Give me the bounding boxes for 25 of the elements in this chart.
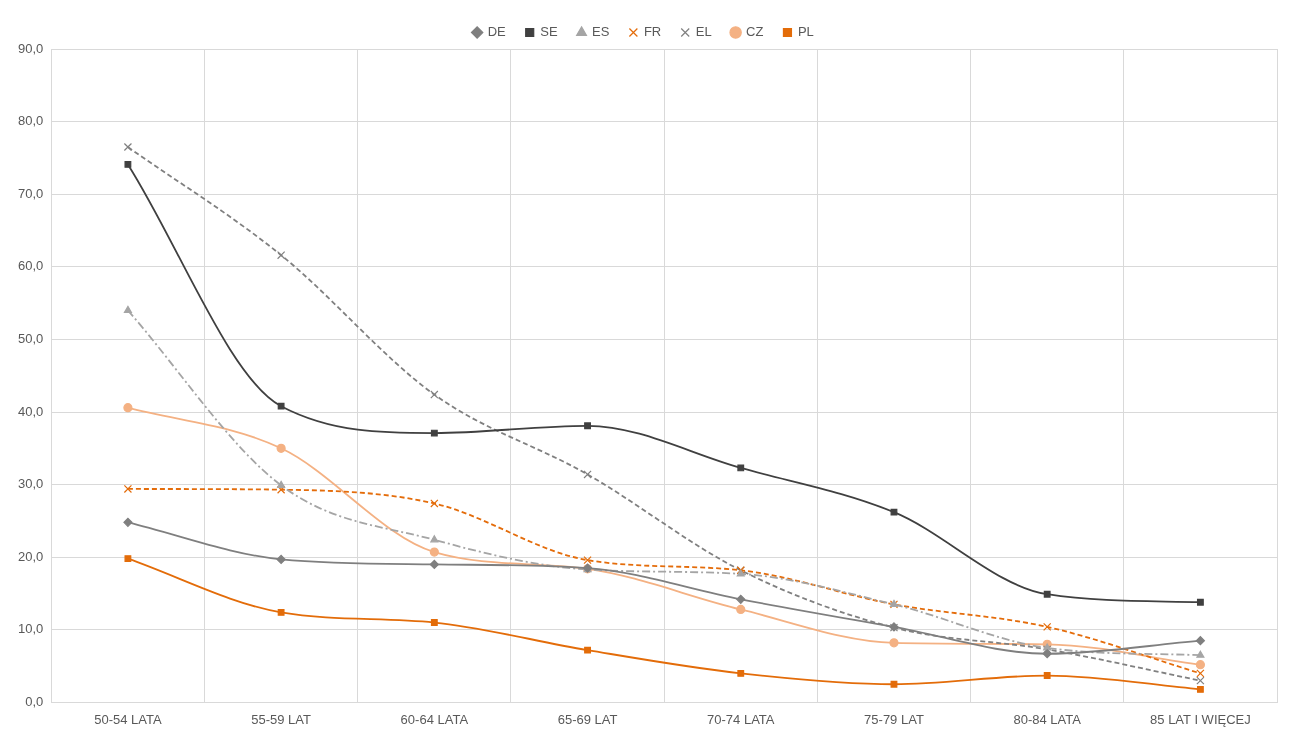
- y-tick-label: 20,0: [17, 548, 44, 564]
- y-tick-label: 60,0: [17, 258, 44, 274]
- x-tick-label: 55-59 LAT: [251, 711, 312, 727]
- y-tick-label: 70,0: [17, 185, 44, 201]
- x-tick-label: 85 LAT I WIĘCEJ: [1150, 711, 1251, 727]
- y-tick-label: 40,0: [17, 403, 44, 419]
- legend-label: FR: [643, 24, 662, 40]
- y-tick-label: 10,0: [17, 621, 44, 637]
- x-tick-label: 70-74 LATA: [707, 711, 775, 727]
- x-tick-label: 50-54 LATA: [94, 711, 162, 727]
- x-tick-label: 65-69 LAT: [557, 711, 618, 727]
- legend-label: PL: [797, 24, 814, 40]
- x-tick-label: 80-84 LATA: [1013, 711, 1082, 727]
- legend-label: ES: [592, 24, 610, 40]
- y-tick-label: 80,0: [17, 113, 44, 129]
- y-tick-label: 0,0: [25, 693, 44, 709]
- x-tick-label: 75-79 LAT: [864, 711, 924, 727]
- y-tick-label: 30,0: [17, 476, 44, 492]
- legend-label: SE: [540, 24, 558, 40]
- legend-label: DE: [487, 24, 507, 40]
- x-tick-label: 60-64 LATA: [400, 711, 469, 727]
- y-tick-label: 50,0: [17, 330, 44, 346]
- legend-label: EL: [695, 24, 712, 40]
- y-tick-label: 90,0: [17, 40, 44, 56]
- legend-label: CZ: [746, 24, 764, 40]
